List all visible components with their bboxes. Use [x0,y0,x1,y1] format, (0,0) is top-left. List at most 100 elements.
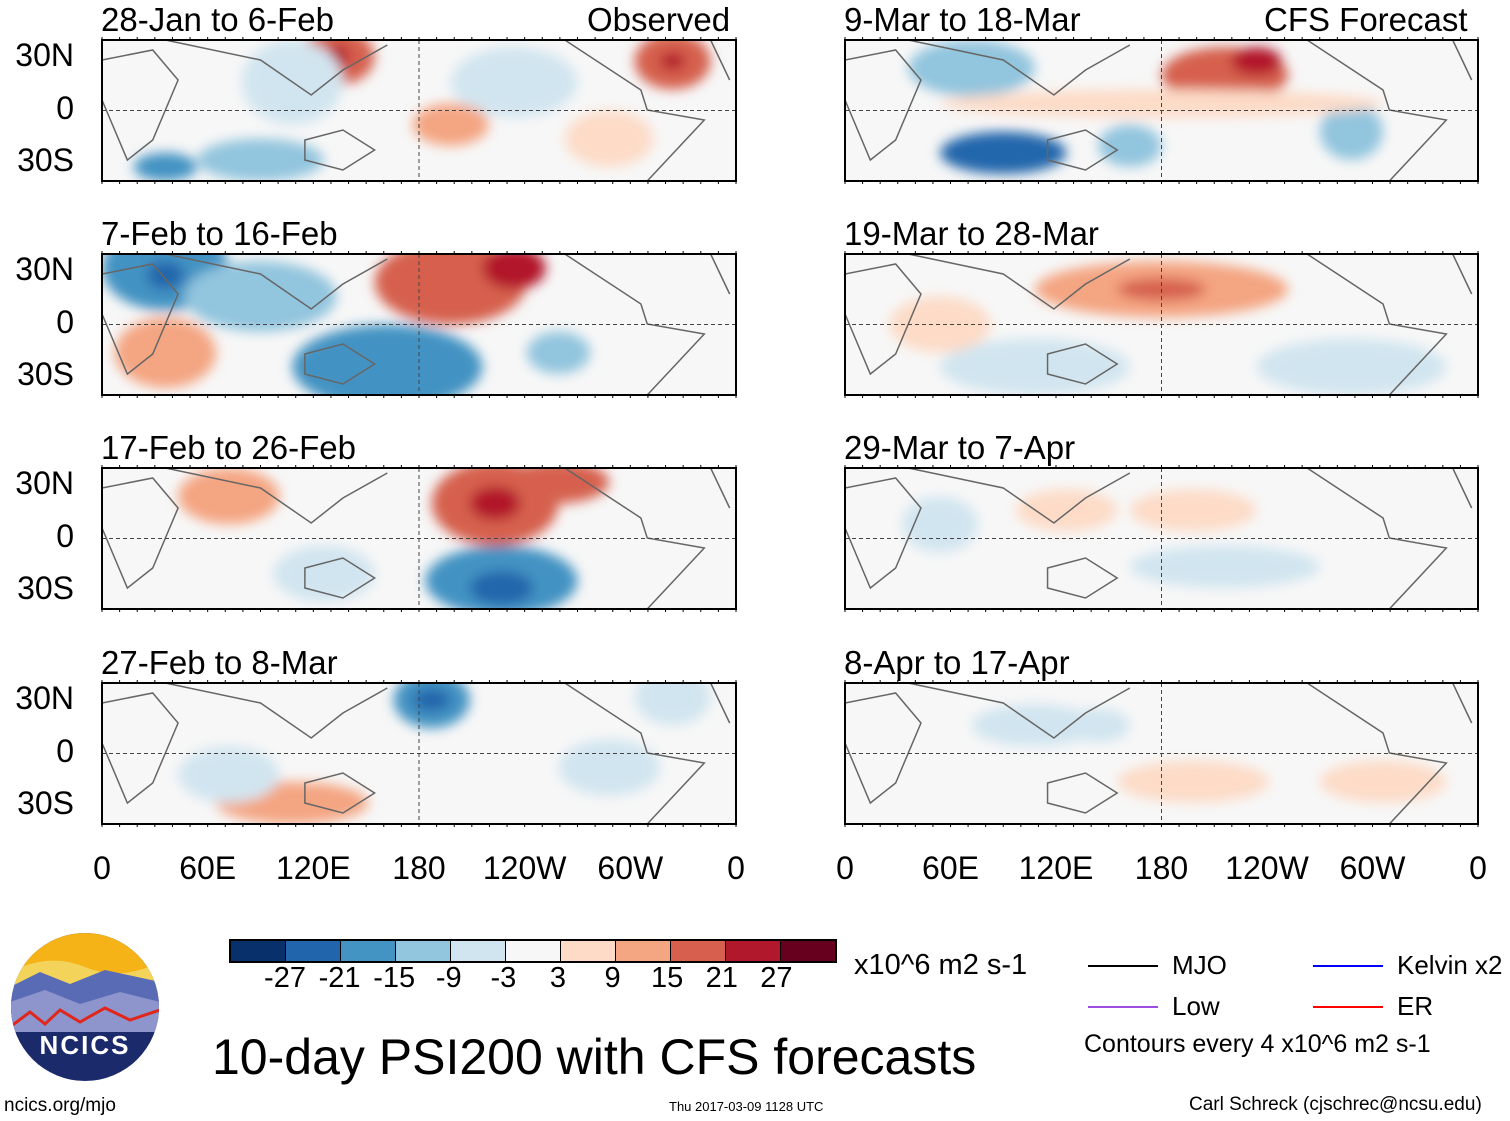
lon-tick-label: 180 [1134,850,1189,886]
colorbar-swatch [726,941,781,961]
lon-tick-label: 120E [275,850,351,886]
anomaly-blob [1015,489,1118,532]
legend-line-0 [1088,965,1158,967]
colorbar [229,939,837,963]
anomaly-blob [469,570,534,605]
anomaly-map-right-3 [844,465,1479,612]
anomaly-blob [939,338,1130,395]
anomaly-blob [450,47,578,118]
anomaly-blob [1231,47,1282,76]
anomaly-map-right-4 [844,680,1479,827]
panel-title: 8-Apr to 17-Apr [844,644,1070,681]
anomaly-blob [178,746,280,803]
lat-tick-label: 30N [15,37,74,73]
panel-title: 28-Jan to 6-Feb [101,1,334,38]
colorbar-swatch [671,941,726,961]
anomaly-blob [292,324,483,395]
legend-line-2 [1088,1006,1158,1008]
author-credit: Carl Schreck (cjschrec@ncsu.edu) [1189,1094,1482,1115]
colorbar-label: 15 [651,962,684,994]
observed-label: Observed [587,1,731,38]
lon-tick-label: 60W [1339,850,1406,886]
anomaly-map-left-3 [101,465,737,612]
lon-tick-label: 60E [179,850,237,886]
anomaly-blob [273,545,375,602]
anomaly-blob [178,468,280,525]
panel-title: 19-Mar to 28-Mar [844,215,1099,252]
legend-line-1 [1313,965,1383,967]
anomaly-blob [507,468,610,504]
lat-tick-label: 30S [17,142,74,178]
lat-tick-label: 30S [17,356,74,392]
anomaly-blob [412,103,489,146]
lat-tick-label: 0 [56,733,74,769]
svg-text:NCICS: NCICS [40,1030,131,1060]
anomaly-map-left-1 [101,37,737,184]
anomaly-blob [1256,338,1447,395]
anomaly-blob [558,739,660,796]
lat-tick-label: 30N [15,251,74,287]
anomaly-blob [634,683,711,726]
anomaly-map-left-2 [101,251,737,398]
lat-tick-label: 30S [17,785,74,821]
lon-tick-label: 180 [392,850,446,886]
colorbar-label: -21 [318,962,361,994]
anomaly-blob [1098,124,1162,167]
colorbar-label: 9 [604,962,621,994]
lon-tick-label: 0 [836,850,854,886]
lon-tick-label: 0 [1469,850,1487,886]
anomaly-blob [197,138,324,181]
anomaly-map-right-1 [844,37,1479,184]
colorbar-label: 27 [760,962,793,994]
anomaly-blob [146,261,185,290]
legend-label: Kelvin x2 [1397,950,1503,980]
anomaly-blob [1066,708,1130,743]
anomaly-map-left-4 [101,680,737,827]
figure-title: 10-day PSI200 with CFS forecasts [212,1029,977,1085]
lon-tick-label: 0 [727,850,745,886]
contour-note: Contours every 4 x10^6 m2 s-1 [1084,1030,1431,1058]
site-link[interactable]: ncics.org/mjo [4,1095,116,1116]
anomaly-blob [1319,760,1447,803]
lat-tick-label: 30N [15,465,74,501]
anomaly-blob [114,317,217,388]
legend-label: MJO [1172,950,1227,980]
lat-tick-label: 30N [15,680,74,716]
panel-title: 7-Feb to 16-Feb [101,215,338,252]
panel-title: 29-Mar to 7-Apr [844,429,1076,466]
lon-tick-label: 120E [1018,850,1094,886]
anomaly-blob [526,331,591,374]
colorbar-label: -15 [373,962,416,994]
anomaly-blob [659,52,686,70]
panel-title: 9-Mar to 18-Mar [844,1,1081,38]
colorbar-label: -9 [435,962,462,994]
anomaly-blob [469,486,521,521]
anomaly-blob [1117,760,1270,803]
anomaly-blob [564,110,654,167]
colorbar-swatch [286,941,341,961]
ncics-logo: NCICS [11,933,159,1081]
anomaly-blob [1129,545,1320,588]
colorbar-units: x10^6 m2 s-1 [854,949,1028,981]
legend-line-3 [1313,1006,1383,1008]
colorbar-label: -27 [264,962,306,994]
panel-title: 27-Feb to 8-Mar [101,644,338,681]
anomaly-blob [133,152,198,181]
anomaly-blob [184,261,337,332]
colorbar-swatch [506,941,561,961]
colorbar-swatch [561,941,616,961]
colorbar-label: 21 [705,962,738,994]
colorbar-swatch [616,941,671,961]
panel-title: 17-Feb to 26-Feb [101,429,356,466]
legend-label: Low [1172,991,1220,1021]
colorbar-swatch [341,941,396,961]
lat-tick-label: 30S [17,570,74,606]
cfs-forecast-label: CFS Forecast [1264,1,1468,38]
colorbar-swatch [231,941,286,961]
timestamp: Thu 2017-03-09 1128 UTC [669,1099,824,1114]
lon-tick-label: 0 [93,850,111,886]
lat-tick-label: 0 [56,518,74,554]
anomaly-blob [1129,489,1257,532]
colorbar-label: 3 [549,962,567,994]
lat-tick-label: 0 [56,304,74,340]
